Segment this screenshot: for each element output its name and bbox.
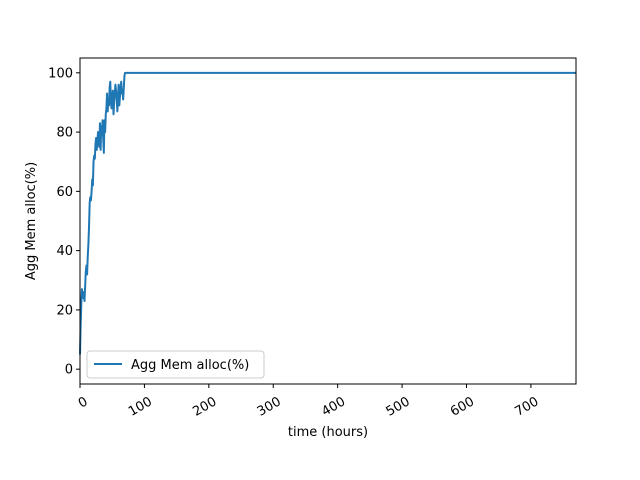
x-axis: 0 100 200 300 400 500 600 700: [76, 384, 541, 420]
series-line-agg-mem-alloc: [79, 71, 576, 355]
x-tick-label: 400: [319, 394, 348, 419]
x-tick-label: 700: [512, 394, 541, 419]
x-tick-label: 600: [448, 394, 477, 419]
y-tick-label: 20: [56, 303, 73, 318]
y-tick-label: 0: [65, 363, 73, 378]
x-tick-label: 200: [190, 394, 219, 419]
y-axis-label: Agg Mem alloc(%): [24, 162, 39, 280]
legend-label: Agg Mem alloc(%): [131, 358, 249, 373]
legend-box: [86, 350, 265, 379]
y-tick-label: 60: [56, 185, 73, 200]
x-tick-label: 500: [384, 394, 413, 419]
x-tick-label: 100: [126, 394, 155, 419]
plot-frame: [79, 57, 577, 385]
x-axis-label: time (hours): [288, 425, 368, 440]
y-tick-label: 100: [48, 66, 73, 81]
y-axis: 0 20 40 60 80 100: [48, 66, 80, 378]
x-tick-label: 0: [76, 394, 91, 411]
y-tick-label: 40: [56, 244, 73, 259]
plot-background: [80, 58, 576, 384]
x-tick-label: 300: [255, 394, 284, 419]
legend: Agg Mem alloc(%): [86, 350, 265, 379]
y-tick-label: 80: [56, 126, 73, 141]
